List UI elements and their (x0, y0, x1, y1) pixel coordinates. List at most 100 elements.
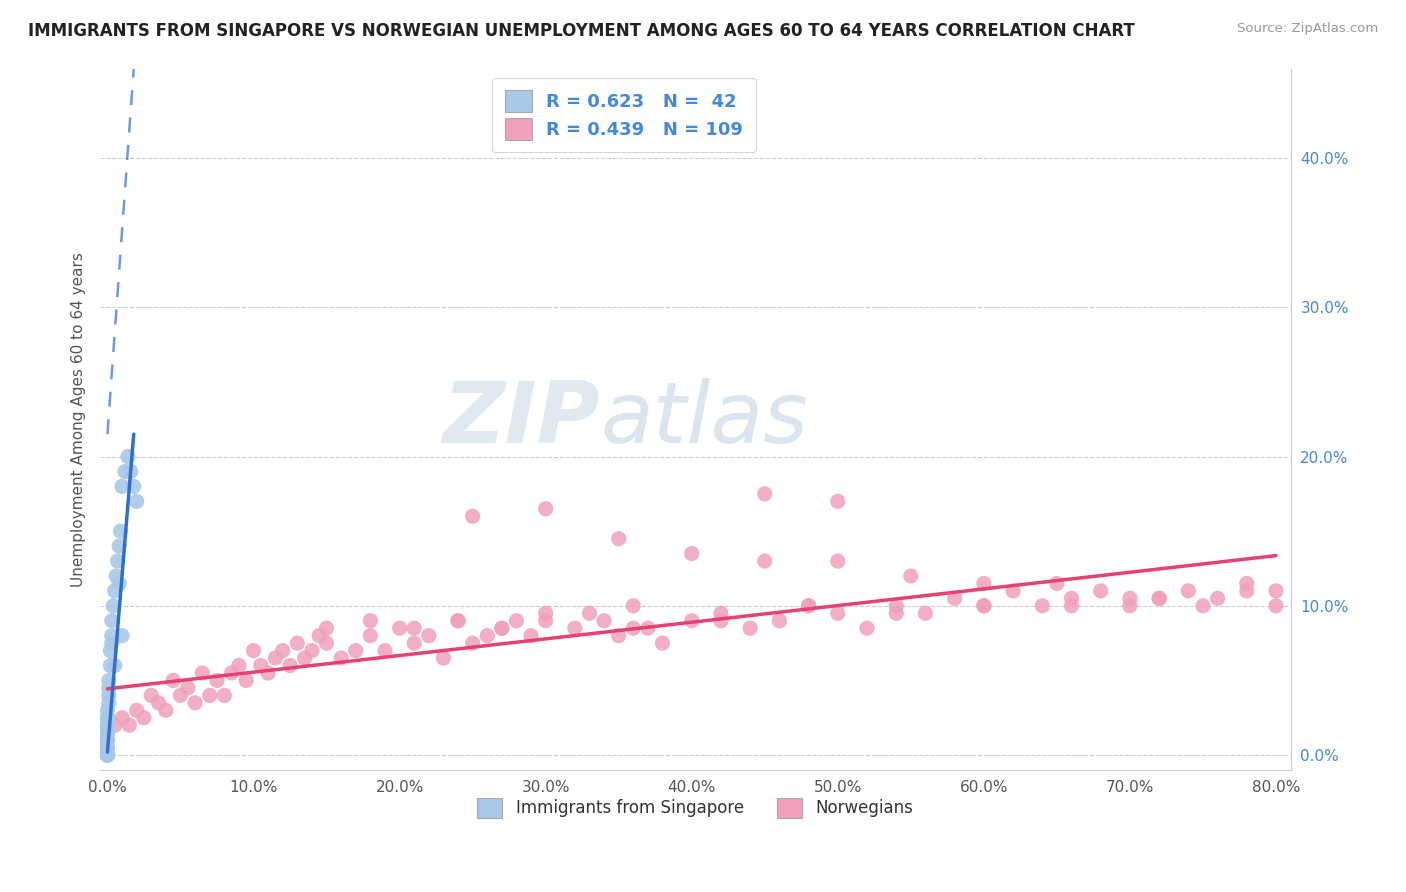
Point (681, 547, 703, 561)
Point (96, 725, 118, 739)
Point (120, 465, 142, 479)
Point (359, 629, 381, 643)
Text: atlas: atlas (600, 377, 808, 461)
Point (271, 643, 294, 657)
Point (191, 665, 214, 680)
Text: ZIP: ZIP (443, 377, 600, 461)
Point (235, 673, 257, 688)
Point (198, 689, 221, 703)
Point (1147, 591, 1170, 606)
Point (117, 450, 139, 464)
Point (534, 501, 557, 516)
Point (111, 479, 134, 493)
Point (477, 629, 499, 643)
Point (1236, 576, 1258, 591)
Point (294, 651, 316, 665)
Point (108, 576, 131, 591)
Point (98, 658, 121, 673)
Point (278, 658, 301, 673)
Point (96, 718, 118, 732)
Point (104, 718, 127, 732)
Point (285, 636, 308, 650)
Point (96, 747, 118, 762)
Point (122, 479, 145, 493)
Point (621, 621, 644, 635)
Y-axis label: Unemployment Among Ages 60 to 64 years: Unemployment Among Ages 60 to 64 years (72, 252, 86, 587)
Point (973, 576, 995, 591)
Point (1002, 583, 1025, 598)
Point (344, 643, 367, 657)
Point (520, 629, 543, 643)
Point (96, 711, 118, 725)
Point (249, 658, 271, 673)
Point (491, 621, 513, 635)
Point (315, 621, 337, 635)
Point (593, 614, 616, 628)
Point (797, 599, 820, 613)
Point (651, 636, 673, 650)
Point (914, 607, 936, 621)
Point (900, 569, 922, 583)
Point (96, 747, 118, 762)
Point (315, 636, 337, 650)
Point (710, 614, 733, 628)
Point (330, 651, 353, 665)
Point (96, 740, 118, 755)
Point (1060, 599, 1083, 613)
Point (96, 747, 118, 762)
Point (943, 591, 966, 606)
Text: IMMIGRANTS FROM SINGAPORE VS NORWEGIAN UNEMPLOYMENT AMONG AGES 60 TO 64 YEARS CO: IMMIGRANTS FROM SINGAPORE VS NORWEGIAN U… (28, 22, 1135, 40)
Point (97, 681, 120, 695)
Point (96, 725, 118, 739)
Legend: Immigrants from Singapore, Norwegians: Immigrants from Singapore, Norwegians (471, 791, 920, 825)
Point (564, 621, 586, 635)
Point (205, 673, 228, 688)
Point (754, 487, 776, 501)
Point (754, 554, 776, 568)
Point (308, 629, 330, 643)
Point (856, 621, 879, 635)
Point (827, 494, 849, 508)
Point (111, 711, 134, 725)
Point (491, 621, 513, 635)
Point (505, 614, 527, 628)
Point (228, 658, 250, 673)
Point (1119, 591, 1142, 606)
Point (125, 703, 148, 717)
Point (96, 718, 118, 732)
Point (111, 629, 134, 643)
Point (96, 725, 118, 739)
Point (98, 643, 121, 657)
Point (534, 614, 557, 628)
Point (1119, 599, 1142, 613)
Point (96, 703, 118, 717)
Point (1046, 576, 1069, 591)
Point (103, 599, 125, 613)
Point (264, 651, 287, 665)
Point (101, 629, 124, 643)
Point (827, 607, 849, 621)
Point (101, 636, 124, 650)
Point (96, 740, 118, 755)
Point (118, 718, 141, 732)
Point (125, 494, 148, 508)
Point (359, 614, 381, 628)
Point (214, 689, 236, 703)
Point (1206, 591, 1229, 606)
Point (1031, 599, 1053, 613)
Point (301, 643, 323, 657)
Point (96, 747, 118, 762)
Point (96, 740, 118, 755)
Point (132, 711, 155, 725)
Point (388, 621, 411, 635)
Point (242, 643, 264, 657)
Point (884, 599, 907, 613)
Point (1090, 583, 1112, 598)
Point (148, 696, 170, 710)
Point (1147, 591, 1170, 606)
Point (97, 689, 120, 703)
Point (1265, 599, 1288, 613)
Text: Source: ZipAtlas.com: Source: ZipAtlas.com (1237, 22, 1378, 36)
Point (96, 747, 118, 762)
Point (221, 665, 243, 680)
